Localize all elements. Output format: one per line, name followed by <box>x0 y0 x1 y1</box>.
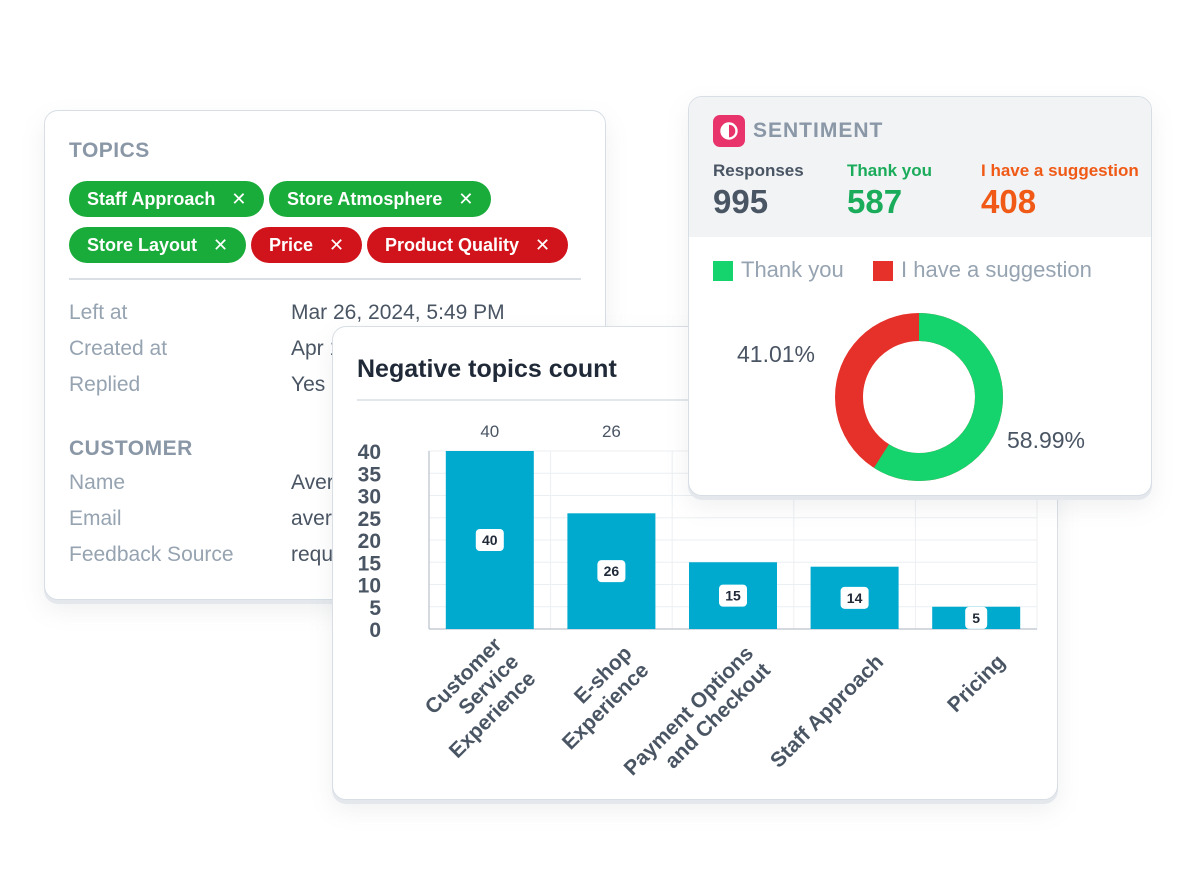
y-tick-label: 25 <box>358 508 382 531</box>
legend-thank-you[interactable]: Thank you <box>741 257 844 282</box>
bar-chart: 40353025201510504040CustomerServiceExper… <box>357 399 1038 780</box>
thank-you-label: Thank you <box>847 161 933 180</box>
created-at-value: Apr 1 <box>291 337 342 360</box>
tag-label: Product Quality <box>385 234 520 255</box>
topic-tag-product-quality[interactable]: Product Quality ✕ <box>367 227 569 263</box>
y-tick-label: 5 <box>369 597 381 620</box>
bar-value-badge <box>597 560 626 583</box>
bar-value-badge <box>840 586 869 609</box>
y-tick-label: 10 <box>358 575 381 598</box>
customer-name-label: Name <box>69 471 126 494</box>
replied-label: Replied <box>69 373 141 396</box>
customer-email-label: Email <box>69 507 122 530</box>
y-tick-label: 35 <box>358 463 382 486</box>
sentiment-card: SENTIMENT Responses 995 Thank you 587 I … <box>688 96 1152 496</box>
feedback-source-value: requ <box>291 543 334 566</box>
bar-value-label: 40 <box>482 532 498 548</box>
x-tick-label: E-shopExperience <box>541 642 653 754</box>
close-icon[interactable]: ✕ <box>231 188 247 209</box>
thank-you-value: 587 <box>847 183 903 220</box>
pct-thank-you: 58.99% <box>1007 427 1086 453</box>
sentiment-donut-chart <box>835 313 1003 481</box>
bar-value-label: 15 <box>725 588 741 604</box>
left-at-value: Mar 26, 2024, 5:49 PM <box>291 301 505 324</box>
y-tick-label: 0 <box>369 619 381 642</box>
topic-tag-price[interactable]: Price ✕ <box>251 227 363 263</box>
close-icon[interactable]: ✕ <box>458 188 474 209</box>
divider <box>69 278 581 280</box>
bar-top-label: 26 <box>602 422 621 441</box>
y-tick-label: 40 <box>358 441 381 464</box>
created-at-label: Created at <box>69 337 168 360</box>
suggestion-value: 408 <box>981 183 1037 220</box>
left-at-label: Left at <box>69 301 128 324</box>
chart-title: Negative topics count <box>357 355 617 383</box>
bar-value-label: 14 <box>847 590 863 606</box>
sentiment-header <box>689 97 1151 237</box>
replied-value: Yes <box>291 373 326 396</box>
sentiment-title: SENTIMENT <box>753 119 884 142</box>
bar-value-label: 26 <box>604 563 620 579</box>
legend-swatch-suggestion <box>873 261 893 281</box>
x-tick-label: Pricing <box>943 650 1010 717</box>
donut-slice-thank-you <box>835 313 1003 481</box>
close-icon[interactable]: ✕ <box>329 234 345 255</box>
tag-label: Staff Approach <box>87 188 216 209</box>
x-tick-label: CustomerServiceExperience <box>411 633 540 762</box>
customer-email-value: aver <box>291 507 332 530</box>
topic-tag-store-layout[interactable]: Store Layout ✕ <box>69 227 247 263</box>
bar-value-badge <box>965 606 988 629</box>
sentiment-icon <box>713 115 745 147</box>
tag-label: Price <box>269 234 314 255</box>
bar-value-badge <box>475 529 504 551</box>
customer-name-value: Aver <box>291 471 334 494</box>
suggestion-label: I have a suggestion <box>981 161 1139 180</box>
feedback-source-label: Feedback Source <box>69 543 234 566</box>
bar-value-badge <box>719 584 747 607</box>
y-tick-label: 30 <box>358 486 381 509</box>
tag-label: Store Atmosphere <box>287 188 443 209</box>
responses-label: Responses <box>713 161 804 180</box>
legend-swatch-thank-you <box>713 261 733 281</box>
pct-suggestion: 41.01% <box>737 341 816 367</box>
tag-label: Store Layout <box>87 234 198 255</box>
bar-value-label: 5 <box>972 610 980 626</box>
topic-tag-store-atmosphere[interactable]: Store Atmosphere ✕ <box>269 181 492 217</box>
close-icon[interactable]: ✕ <box>213 234 229 255</box>
close-icon[interactable]: ✕ <box>535 234 551 255</box>
topics-heading: TOPICS <box>69 139 150 162</box>
customer-heading: CUSTOMER <box>69 437 193 460</box>
y-tick-label: 20 <box>358 530 381 553</box>
responses-value: 995 <box>713 183 769 220</box>
x-tick-label: Staff Approach <box>766 650 888 772</box>
bar-top-label: 40 <box>480 422 499 441</box>
legend-suggestion[interactable]: I have a suggestion <box>901 257 1092 282</box>
y-tick-label: 15 <box>358 552 382 575</box>
topic-tag-staff-approach[interactable]: Staff Approach ✕ <box>69 181 265 217</box>
